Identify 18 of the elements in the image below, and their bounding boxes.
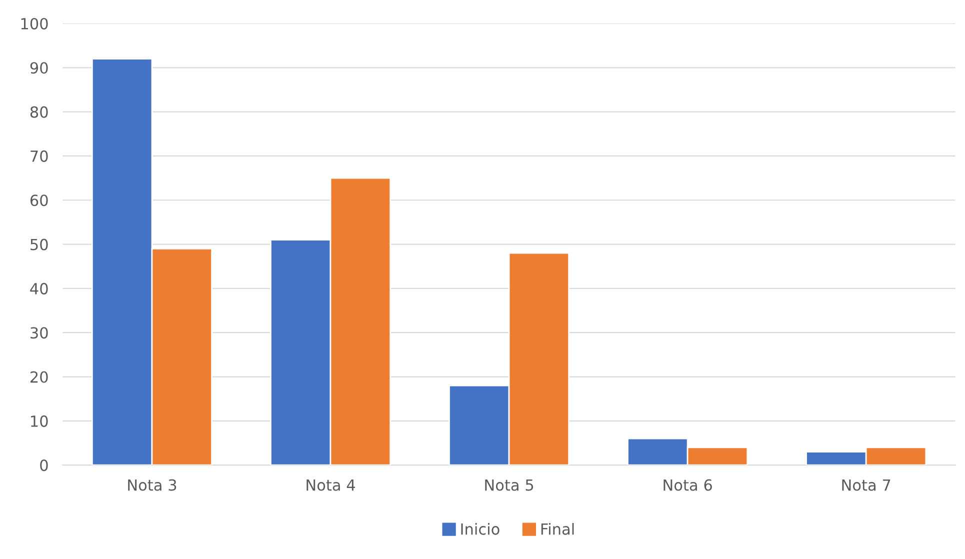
y-tick-label: 10 [31,415,48,427]
y-tick-label: 0 [40,460,48,472]
x-tick-label: Nota 5 [485,479,534,491]
x-tick-label: Nota 4 [306,479,356,491]
y-tick-label: 80 [30,106,48,118]
x-tick-label: Nota 3 [128,479,176,491]
y-tick-label: 40 [30,282,48,294]
legend-label: Final [541,523,574,535]
y-tick-label: 100 [21,18,48,30]
y-tick-label: 90 [30,62,48,74]
y-tick-label: 70 [30,150,48,162]
y-tick-label: 20 [30,371,48,383]
y-tick-label: 50 [30,238,48,250]
x-tick-label: Nota 6 [664,479,712,491]
x-tick-label: Nota 7 [842,479,890,491]
y-tick-label: 60 [30,194,48,206]
y-tick-label: 30 [30,327,48,339]
legend-label: Inicio [461,523,500,535]
